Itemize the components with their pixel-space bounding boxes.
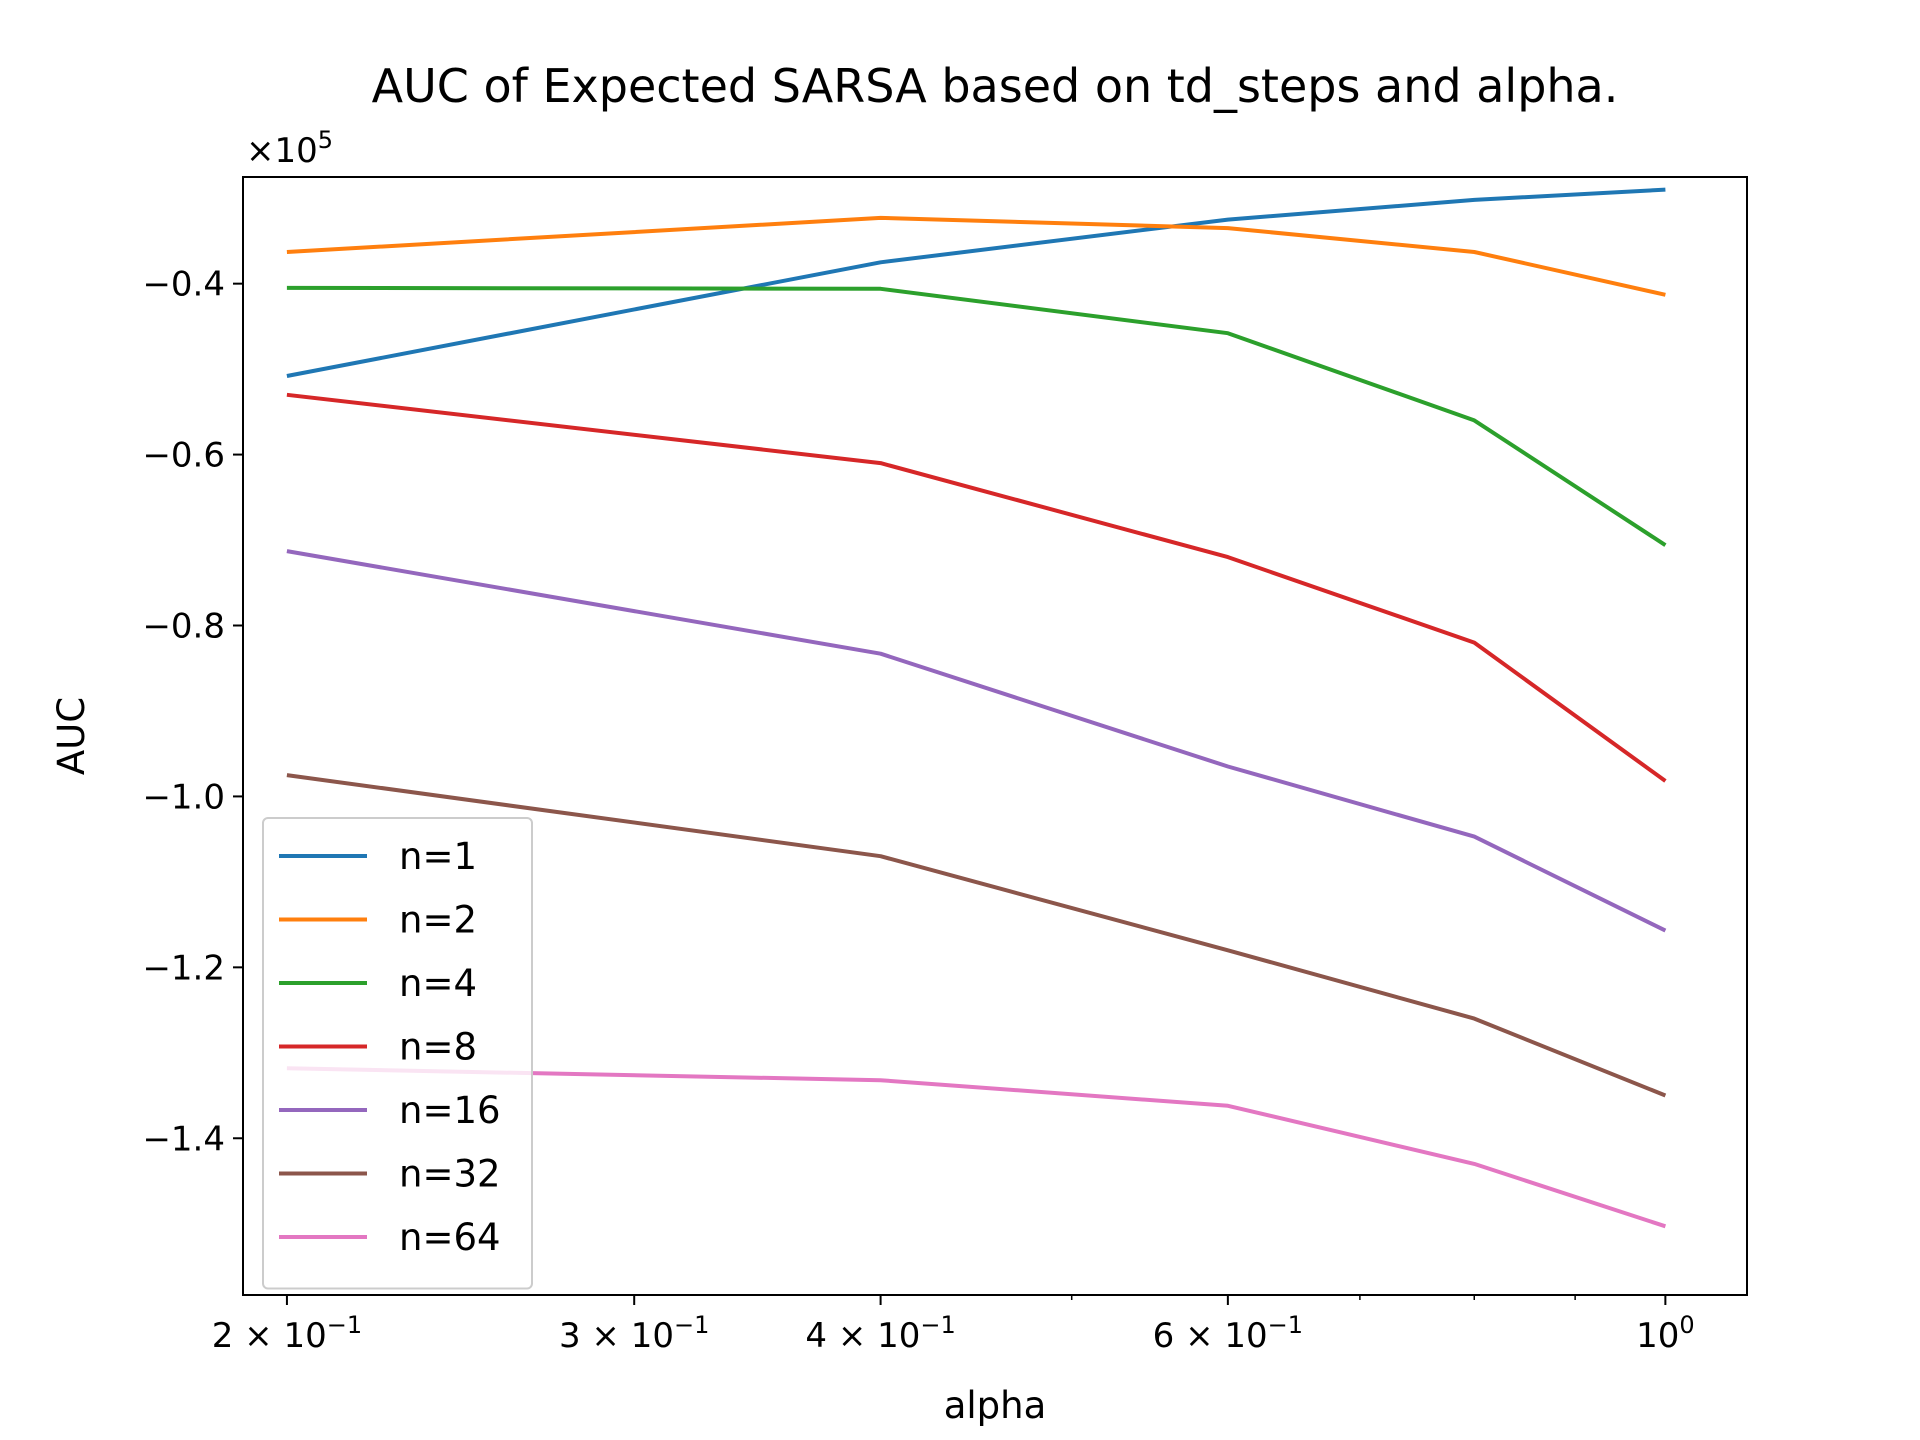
x-tick-label: 2 × 10−1 <box>212 1311 362 1356</box>
series-line-n-8 <box>286 392 1667 783</box>
x-tick-label: 4 × 10−1 <box>805 1311 955 1356</box>
y-tick-label: −1.2 <box>142 948 225 988</box>
legend-label: n=2 <box>399 899 477 942</box>
chart-title: AUC of Expected SARSA based on td_steps … <box>372 59 1619 113</box>
series-line-n-64 <box>286 1066 1667 1229</box>
legend-label: n=16 <box>399 1089 501 1132</box>
legend-label: n=8 <box>399 1026 477 1069</box>
y-tick-label: −1.4 <box>142 1119 225 1159</box>
series-line-n-32 <box>286 773 1667 1098</box>
y-tick-label: −0.6 <box>142 436 225 476</box>
series-line-n-4 <box>286 285 1667 547</box>
legend: n=1 n=2 n=4 n=8 n=16 n=32 n=64 <box>262 817 533 1290</box>
x-axis-label: alpha <box>944 1384 1047 1427</box>
x-axis: 2 × 10−1 3 × 10−1 4 × 10−1 6 × 10−1 100 <box>212 1295 1695 1356</box>
x-tick-label: 6 × 10−1 <box>1153 1311 1303 1356</box>
y-tick-label: −0.4 <box>142 265 225 305</box>
x-tick-label: 100 <box>1636 1311 1695 1356</box>
plot-frame <box>242 176 1748 1296</box>
y-tick-label: −1.0 <box>142 777 225 817</box>
series-lines <box>286 187 1667 1229</box>
series-line-n-1 <box>286 187 1666 378</box>
y-offset-label: ×105 <box>246 126 333 171</box>
y-tick-label: −0.8 <box>142 606 225 646</box>
legend-box <box>262 817 533 1290</box>
legend-label: n=32 <box>399 1153 501 1196</box>
legend-label: n=1 <box>399 835 477 878</box>
legend-label: n=4 <box>399 962 477 1005</box>
y-axis-label: AUC <box>50 697 93 775</box>
legend-label: n=64 <box>399 1216 501 1259</box>
series-line-n-16 <box>286 549 1667 933</box>
y-axis: −0.4 −0.6 −0.8 −1.0 −1.2 −1.4 <box>142 265 243 1159</box>
x-tick-label: 3 × 10−1 <box>559 1311 709 1356</box>
series-line-n-2 <box>286 215 1666 297</box>
